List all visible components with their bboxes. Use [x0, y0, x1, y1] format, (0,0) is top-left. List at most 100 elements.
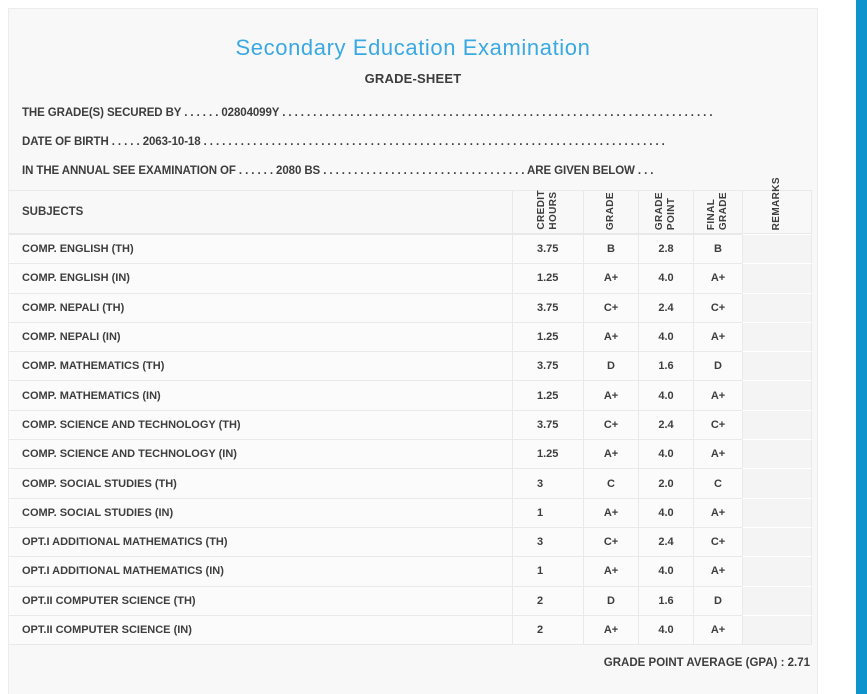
- grade-cell: A+: [583, 321, 638, 352]
- final-grade-cell: B: [693, 234, 742, 264]
- grade-point-cell: 1.6: [638, 585, 693, 615]
- final-grade-cell: C+: [693, 526, 742, 557]
- col-header-grade: GRADE: [583, 191, 638, 233]
- final-grade-cell: D: [693, 585, 742, 615]
- remarks-cell: [742, 468, 812, 498]
- grade-point-cell: 1.6: [638, 351, 693, 381]
- credit-hours-cell: 3: [512, 468, 583, 498]
- table-row: OPT.I ADDITIONAL MATHEMATICS (IN) 1 A+ 4…: [9, 556, 812, 586]
- remarks-cell: [742, 409, 812, 440]
- credit-hours-cell: 1.25: [512, 439, 583, 469]
- remarks-cell: [742, 497, 812, 527]
- remarks-cell: [742, 351, 812, 381]
- final-grade-cell: C: [693, 468, 742, 498]
- table-row: OPT.II COMPUTER SCIENCE (TH) 2 D 1.6 D: [9, 585, 812, 615]
- page-title: Secondary Education Examination: [235, 35, 591, 60]
- subject-cell: OPT.II COMPUTER SCIENCE (TH): [9, 585, 512, 615]
- gpa-label: GRADE POINT AVERAGE (GPA) :: [603, 657, 785, 669]
- final-grade-cell: C+: [693, 409, 742, 440]
- table-row: COMP. SCIENCE AND TECHNOLOGY (TH) 3.75 C…: [9, 409, 812, 440]
- credit-hours-cell: 3.75: [512, 351, 583, 381]
- grade-point-cell: 4.0: [638, 556, 693, 586]
- credit-hours-cell: 3: [512, 526, 583, 557]
- grade-point-cell: 4.0: [638, 497, 693, 527]
- final-grade-cell: A+: [693, 556, 742, 586]
- grade-point-cell: 2.0: [638, 468, 693, 498]
- table-row: OPT.I ADDITIONAL MATHEMATICS (TH) 3 C+ 2…: [9, 526, 812, 557]
- remarks-cell: [742, 263, 812, 293]
- student-info-block: THE GRADE(S) SECURED BY . . . . . . 0280…: [22, 99, 804, 186]
- table-row: OPT.II COMPUTER SCIENCE (IN) 2 A+ 4.0 A+: [9, 614, 812, 645]
- grade-cell: A+: [583, 614, 638, 645]
- subject-cell: COMP. NEPALI (IN): [9, 321, 512, 352]
- table-row: COMP. MATHEMATICS (IN) 1.25 A+ 4.0 A+: [9, 380, 812, 410]
- table-row: COMP. SCIENCE AND TECHNOLOGY (IN) 1.25 A…: [9, 439, 812, 469]
- table-row: COMP. ENGLISH (TH) 3.75 B 2.8 B: [9, 234, 812, 264]
- grade-point-cell: 4.0: [638, 614, 693, 645]
- grade-point-cell: 2.4: [638, 526, 693, 557]
- secured-by-line: THE GRADE(S) SECURED BY . . . . . . 0280…: [22, 107, 713, 119]
- final-grade-cell: A+: [693, 439, 742, 469]
- col-header-remarks: REMARKS: [742, 177, 812, 233]
- remarks-label: REMARKS: [771, 176, 782, 230]
- table-row: COMP. NEPALI (TH) 3.75 C+ 2.4 C+: [9, 292, 812, 322]
- remarks-cell: [742, 321, 812, 352]
- subject-cell: OPT.II COMPUTER SCIENCE (IN): [9, 614, 512, 645]
- grade-point-cell: 4.0: [638, 439, 693, 469]
- remarks-cell: [742, 380, 812, 410]
- final-grade-label: FINAL GRADE: [706, 191, 729, 230]
- grade-cell: D: [583, 351, 638, 381]
- credit-hours-label: CREDIT HOURS: [536, 190, 559, 230]
- table-header-row: SUBJECTS CREDIT HOURS GRADE GRADE POINT …: [9, 177, 812, 234]
- grade-cell: A+: [583, 380, 638, 410]
- grade-cell: A+: [583, 497, 638, 527]
- final-grade-cell: A+: [693, 380, 742, 410]
- col-header-grade-point: GRADE POINT: [638, 191, 693, 233]
- subject-cell: COMP. SCIENCE AND TECHNOLOGY (TH): [9, 409, 512, 440]
- final-grade-cell: C+: [693, 292, 742, 322]
- subject-cell: COMP. ENGLISH (IN): [9, 263, 512, 293]
- grade-cell: A+: [583, 439, 638, 469]
- grade-label: GRADE: [605, 191, 616, 230]
- subject-cell: COMP. NEPALI (TH): [9, 292, 512, 322]
- col-header-final-grade: FINAL GRADE: [693, 191, 742, 233]
- credit-hours-cell: 1: [512, 556, 583, 586]
- remarks-cell: [742, 292, 812, 322]
- credit-hours-cell: 1.25: [512, 380, 583, 410]
- credit-hours-cell: 1.25: [512, 321, 583, 352]
- credit-hours-cell: 1.25: [512, 263, 583, 293]
- right-accent-bar: [856, 0, 867, 694]
- grade-cell: A+: [583, 263, 638, 293]
- table-row: COMP. SOCIAL STUDIES (TH) 3 C 2.0 C: [9, 468, 812, 498]
- remarks-cell: [742, 439, 812, 469]
- subject-cell: COMP. SOCIAL STUDIES (TH): [9, 468, 512, 498]
- grade-point-cell: 2.8: [638, 234, 693, 264]
- final-grade-cell: A+: [693, 614, 742, 645]
- remarks-cell: [742, 614, 812, 645]
- remarks-cell: [742, 585, 812, 615]
- grade-cell: B: [583, 234, 638, 264]
- grade-cell: D: [583, 585, 638, 615]
- grade-point-cell: 2.4: [638, 409, 693, 440]
- table-row: COMP. ENGLISH (IN) 1.25 A+ 4.0 A+: [9, 263, 812, 293]
- grade-sheet-card: Secondary Education Examination GRADE-SH…: [8, 8, 818, 694]
- subject-cell: COMP. MATHEMATICS (IN): [9, 380, 512, 410]
- date-of-birth-line: DATE OF BIRTH . . . . . 2063-10-18 . . .…: [22, 136, 665, 148]
- subject-cell: OPT.I ADDITIONAL MATHEMATICS (IN): [9, 556, 512, 586]
- subject-cell: OPT.I ADDITIONAL MATHEMATICS (TH): [9, 526, 512, 557]
- remarks-cell: [742, 234, 812, 264]
- final-grade-cell: D: [693, 351, 742, 381]
- grade-point-label: GRADE POINT: [654, 191, 677, 230]
- grades-table: SUBJECTS CREDIT HOURS GRADE GRADE POINT …: [9, 177, 812, 646]
- credit-hours-cell: 3.75: [512, 292, 583, 322]
- table-row: COMP. NEPALI (IN) 1.25 A+ 4.0 A+: [9, 321, 812, 352]
- table-row: COMP. MATHEMATICS (TH) 3.75 D 1.6 D: [9, 351, 812, 381]
- grade-sheet-heading: GRADE-SHEET: [364, 71, 462, 86]
- subject-cell: COMP. SCIENCE AND TECHNOLOGY (IN): [9, 439, 512, 469]
- grade-cell: A+: [583, 556, 638, 586]
- table-row: COMP. SOCIAL STUDIES (IN) 1 A+ 4.0 A+: [9, 497, 812, 527]
- remarks-cell: [742, 556, 812, 586]
- grade-point-cell: 4.0: [638, 263, 693, 293]
- gpa-summary: GRADE POINT AVERAGE (GPA) : 2.71: [9, 657, 812, 669]
